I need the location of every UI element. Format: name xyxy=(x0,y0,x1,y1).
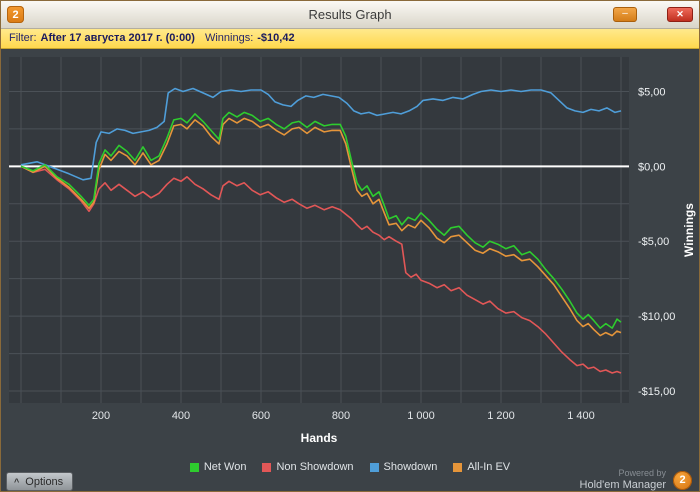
legend-item-all-in-ev: All-In EV xyxy=(453,461,510,473)
options-label: Options xyxy=(25,475,64,488)
svg-text:Winnings: Winnings xyxy=(682,203,696,257)
options-button[interactable]: ^ Options xyxy=(6,472,74,491)
showdown-swatch-icon xyxy=(369,462,379,472)
title-bar: 2 Results Graph – ✕ xyxy=(1,1,699,29)
svg-text:$0,00: $0,00 xyxy=(638,161,666,173)
svg-text:800: 800 xyxy=(332,410,350,422)
chart-area: 200 400 600 800 1 000 1 200 1 400 $5,00 $0,00 -$5… xyxy=(1,49,699,454)
app-icon: 2 xyxy=(7,6,24,23)
all-in-ev-swatch-icon xyxy=(453,462,463,472)
brand-name: Hold'em Manager xyxy=(579,478,666,491)
powered-by: Powered by Hold'em Manager 2 xyxy=(579,468,692,491)
minimize-button[interactable]: – xyxy=(613,7,637,22)
legend-label-net-won: Net Won xyxy=(203,461,247,473)
net-won-swatch-icon xyxy=(189,462,199,472)
chart-legend: Net Won Non Showdown Showdown All-In EV xyxy=(1,461,699,473)
close-button[interactable]: ✕ xyxy=(667,7,693,22)
legend-label-showdown: Showdown xyxy=(383,461,438,473)
svg-text:600: 600 xyxy=(252,410,270,422)
non-showdown-swatch-icon xyxy=(262,462,272,472)
filter-label: Filter: xyxy=(9,32,37,44)
svg-text:400: 400 xyxy=(172,410,190,422)
results-chart: 200 400 600 800 1 000 1 200 1 400 $5,00 $0,00 -$5… xyxy=(9,57,696,445)
hm2-logo-icon: 2 xyxy=(673,470,692,490)
winnings-value: -$10,42 xyxy=(257,32,295,44)
svg-text:1 000: 1 000 xyxy=(407,410,435,422)
filter-bar: Filter: After 17 августа 2017 г. (0:00) Wi… xyxy=(1,29,699,49)
svg-text:-$15,00: -$15,00 xyxy=(638,386,675,398)
svg-text:1 400: 1 400 xyxy=(567,410,595,422)
legend-label-all-in-ev: All-In EV xyxy=(467,461,511,473)
chevron-up-icon: ^ xyxy=(14,476,20,487)
bottom-bar: Net Won Non Showdown Showdown All-In EV … xyxy=(1,454,699,491)
svg-text:1 200: 1 200 xyxy=(487,410,515,422)
svg-text:-$10,00: -$10,00 xyxy=(638,311,675,323)
window-controls: – ✕ xyxy=(613,7,693,22)
svg-text:$5,00: $5,00 xyxy=(638,86,666,98)
svg-text:200: 200 xyxy=(92,410,110,422)
window-title: Results Graph xyxy=(308,7,392,22)
legend-item-showdown: Showdown xyxy=(369,461,438,473)
legend-item-net-won: Net Won xyxy=(189,461,247,473)
svg-text:-$5,00: -$5,00 xyxy=(638,236,669,248)
legend-label-non-showdown: Non Showdown xyxy=(276,461,354,473)
powered-by-text: Powered by xyxy=(618,468,666,479)
winnings-label: Winnings: xyxy=(204,32,254,44)
filter-value: After 17 августа 2017 г. (0:00) xyxy=(40,32,195,44)
legend-item-non-showdown: Non Showdown xyxy=(262,461,354,473)
svg-text:Hands: Hands xyxy=(301,431,338,445)
